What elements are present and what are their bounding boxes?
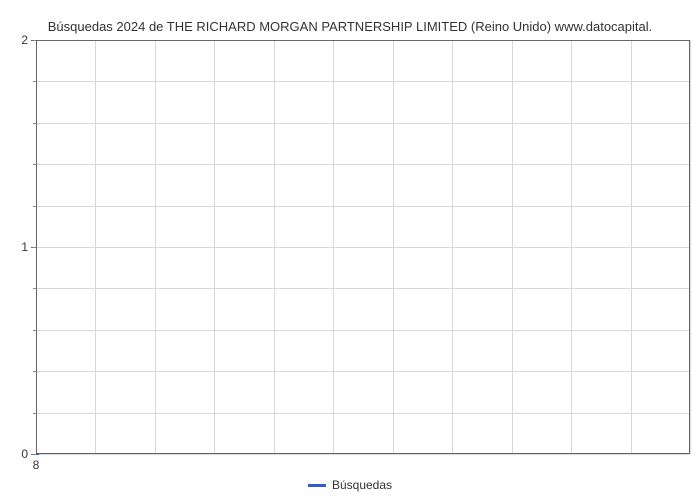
legend-swatch (308, 484, 326, 487)
y-tick-label: 2 (21, 33, 28, 47)
legend: Búsquedas (0, 478, 700, 492)
chart-container: { "chart": { "type": "line", "title_line… (0, 0, 700, 500)
y-tick-label: 1 (21, 240, 28, 254)
chart-title-line1: Búsquedas 2024 de THE RICHARD MORGAN PAR… (48, 19, 653, 34)
y-tick-label: 0 (21, 447, 28, 461)
x-tick-label: 8 (33, 458, 40, 472)
legend-label: Búsquedas (332, 478, 392, 492)
plot-area: 0128 (36, 40, 690, 454)
